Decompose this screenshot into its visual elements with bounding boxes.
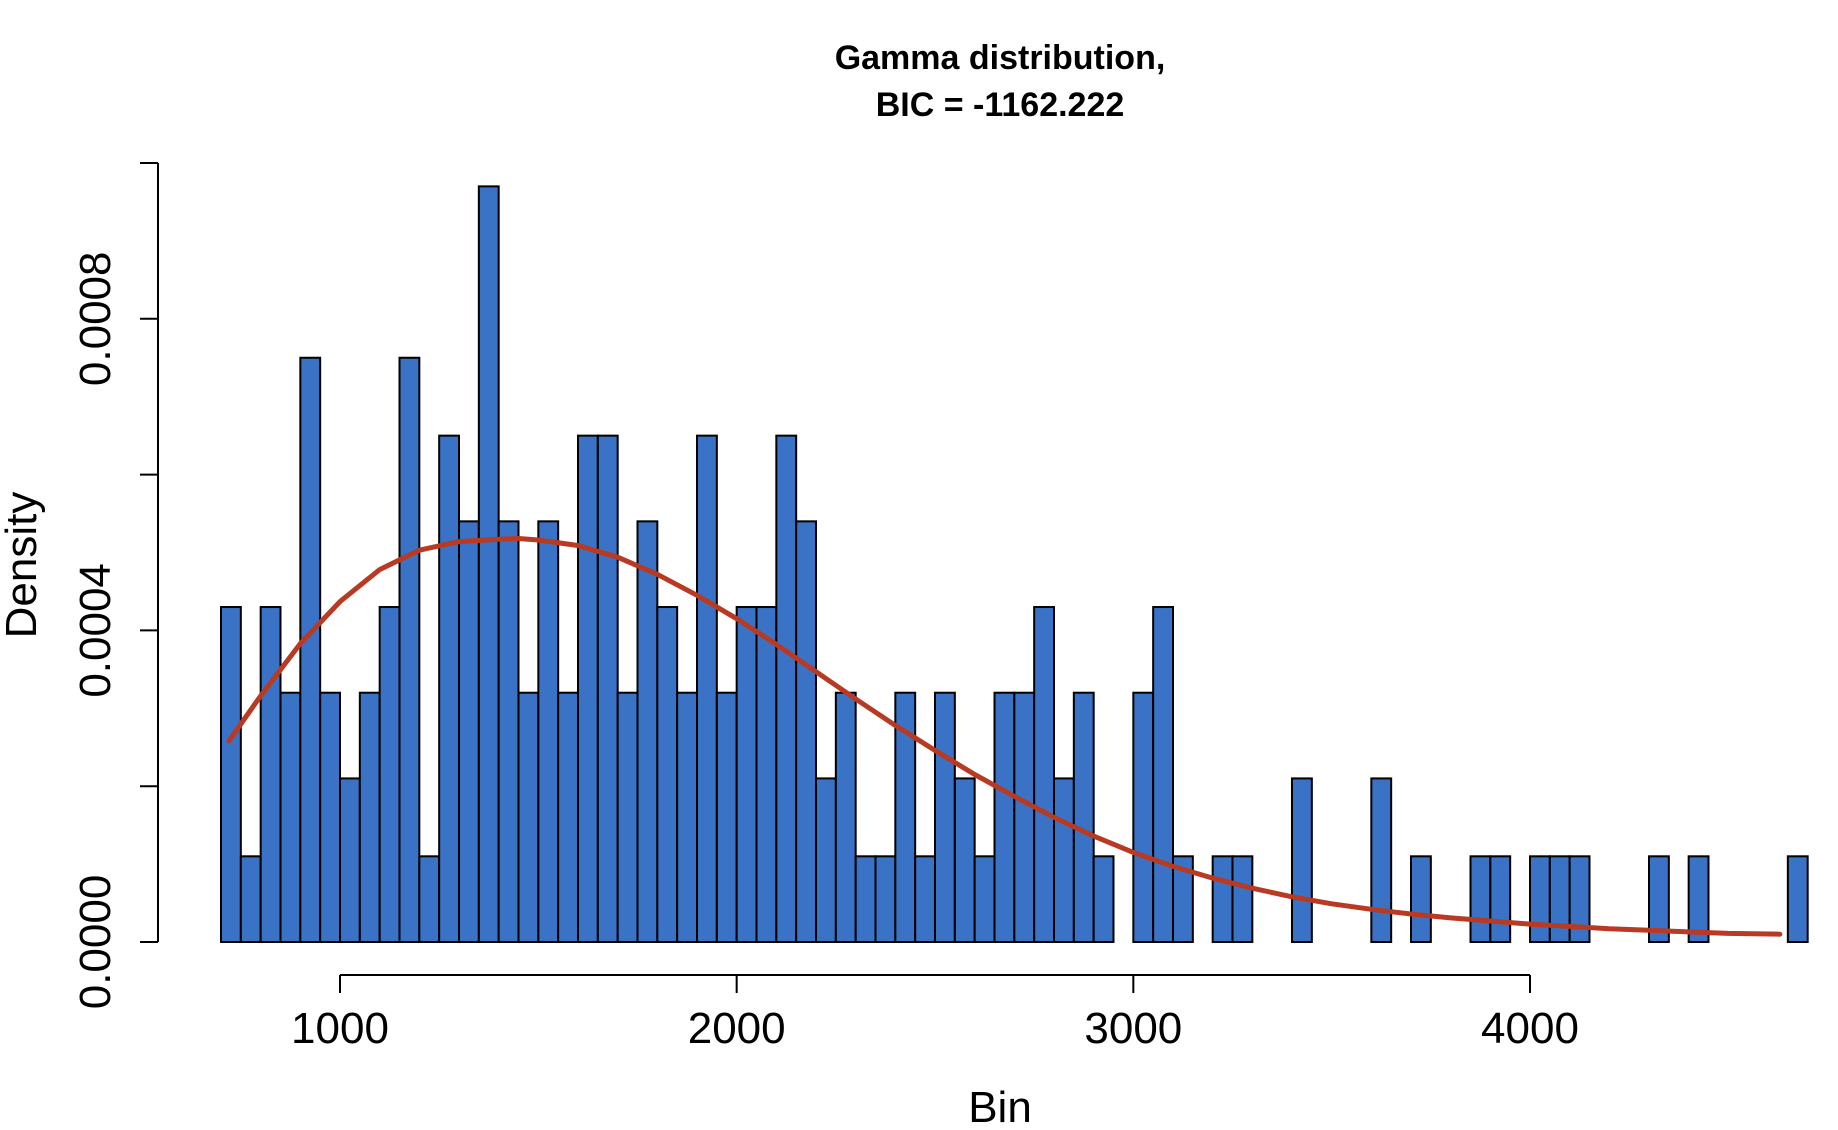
chart-subtitle: BIC = -1162.222 xyxy=(876,86,1125,124)
histogram-bar xyxy=(636,520,659,944)
histogram-bar xyxy=(1152,606,1174,944)
histogram-bar xyxy=(914,855,937,943)
histogram-bar xyxy=(735,606,758,944)
chart-title: Gamma distribution, xyxy=(835,39,1166,77)
histogram-bar xyxy=(279,691,302,943)
histogram-bar xyxy=(1013,691,1036,943)
y-tick-label: 0.0004 xyxy=(71,563,120,698)
histogram-bar xyxy=(1092,855,1115,943)
histogram-bar xyxy=(1211,855,1234,943)
histogram-bar xyxy=(973,855,996,943)
histogram-bar xyxy=(557,691,580,943)
histogram-bar xyxy=(1529,855,1551,943)
y-tick-label: 0.0008 xyxy=(71,252,120,387)
histogram-bar xyxy=(1410,855,1432,943)
histogram-bar xyxy=(1548,855,1571,943)
histogram-bar xyxy=(477,185,500,943)
histogram-bar xyxy=(616,691,639,943)
histogram-bar xyxy=(1132,691,1155,943)
histogram-bars xyxy=(220,185,1809,944)
x-tick-label: 4000 xyxy=(1481,1004,1579,1053)
histogram-bar xyxy=(795,520,818,944)
histogram-bar xyxy=(993,691,1016,943)
histogram-bar xyxy=(1370,777,1393,943)
histogram-bar xyxy=(517,691,540,943)
x-tick-label: 1000 xyxy=(291,1004,389,1053)
histogram-bar xyxy=(755,606,778,944)
y-axis-label: Density xyxy=(0,492,46,639)
histogram-bar xyxy=(596,434,619,943)
histogram-bar xyxy=(953,777,976,943)
histogram-bar xyxy=(497,520,520,944)
histogram-bar xyxy=(815,777,837,943)
histogram-bar xyxy=(299,356,322,943)
histogram-bar xyxy=(1072,691,1095,943)
histogram-bar xyxy=(398,356,421,943)
histogram-bar xyxy=(854,855,877,943)
histogram-bar xyxy=(934,691,956,943)
x-axis-label: Bin xyxy=(968,1083,1032,1130)
x-axis: 1000 2000 3000 4000 xyxy=(291,974,1579,1053)
histogram-bar xyxy=(378,606,401,944)
histogram-bar xyxy=(696,434,718,943)
y-tick-label: 0.0000 xyxy=(71,875,120,1010)
histogram-bar xyxy=(1786,855,1809,943)
histogram-bar xyxy=(1648,855,1670,943)
histogram-bar xyxy=(418,855,441,943)
histogram-bar xyxy=(1469,855,1492,943)
x-tick-label: 3000 xyxy=(1084,1004,1182,1053)
histogram-bar xyxy=(1033,606,1055,944)
histogram-bar xyxy=(1687,855,1710,943)
histogram-bar xyxy=(259,606,282,944)
histogram-bar xyxy=(1568,855,1591,943)
histogram-bar xyxy=(715,691,738,943)
y-axis: 0.0000 0.0004 0.0008 xyxy=(71,162,159,1010)
histogram-bar xyxy=(676,691,699,943)
histogram-bar xyxy=(358,691,381,943)
histogram-bar xyxy=(656,606,679,944)
histogram-bar xyxy=(239,855,262,943)
histogram-bar xyxy=(1172,855,1194,943)
histogram-bar xyxy=(1489,855,1512,943)
histogram-bar xyxy=(458,520,480,944)
gamma-fit-curve xyxy=(226,536,1783,937)
histogram-bar xyxy=(775,434,798,943)
histogram-bar xyxy=(894,691,917,943)
histogram-bar xyxy=(438,434,460,943)
histogram-bar xyxy=(537,520,560,944)
histogram-bar xyxy=(1231,855,1254,943)
histogram-bar xyxy=(1053,777,1075,943)
histogram-bar xyxy=(834,691,857,943)
histogram-bar xyxy=(339,777,361,943)
histogram-bar xyxy=(577,434,599,943)
histogram-bar xyxy=(319,691,341,943)
x-tick-label: 2000 xyxy=(688,1004,786,1053)
histogram-bar xyxy=(220,606,242,944)
fitted-curve-layer xyxy=(226,536,1783,937)
histogram-bar xyxy=(874,855,897,943)
histogram-bar xyxy=(1291,777,1313,943)
